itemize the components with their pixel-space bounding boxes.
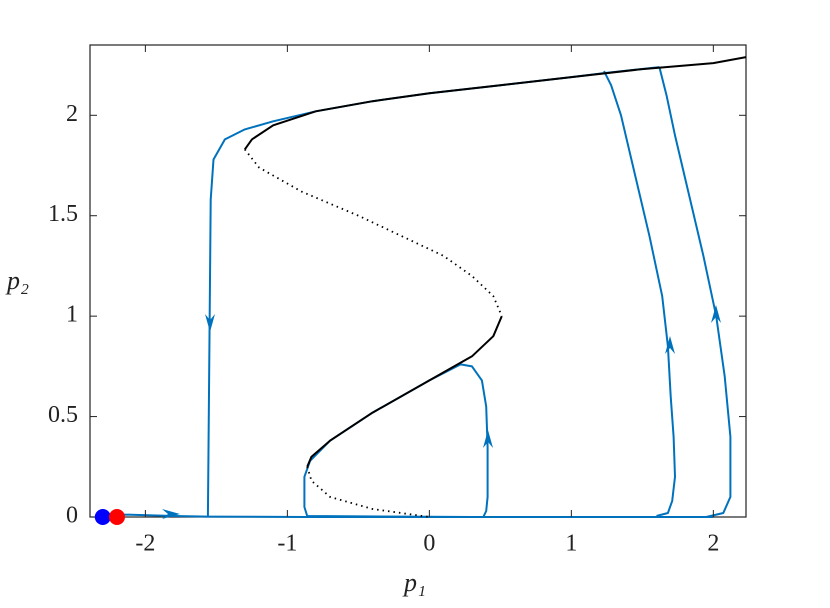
y-tick-label: 0: [66, 503, 78, 529]
unstable-branch: [306, 466, 430, 518]
y-tick-label: 0.5: [48, 402, 78, 428]
x-axis-label: p₁: [402, 568, 426, 597]
x-tick-label: -2: [135, 531, 155, 557]
trajectory: [658, 66, 732, 518]
unstable-branch: [244, 148, 503, 317]
y-tick-label: 2: [66, 101, 78, 127]
x-tick-label: 1: [565, 531, 577, 557]
y-tick-label: 1.5: [48, 201, 78, 227]
trajectory: [102, 513, 714, 518]
trajectory: [206, 66, 660, 518]
trajectory: [303, 363, 489, 518]
point-marker: [108, 509, 125, 525]
x-tick-label: 0: [423, 531, 435, 557]
trajectory: [603, 70, 676, 517]
arrowheads: [162, 305, 721, 519]
arrowhead: [711, 305, 721, 323]
trajectory: [243, 56, 747, 150]
x-tick-label: -1: [277, 531, 297, 557]
arrowhead: [665, 336, 675, 354]
point-marker: [94, 509, 111, 525]
arrowhead: [483, 430, 493, 448]
arrowhead: [205, 314, 215, 332]
x-tick-label: 2: [707, 531, 719, 557]
y-tick-label: 1: [66, 302, 78, 328]
trajectory: [306, 315, 503, 468]
arrowhead: [162, 509, 180, 519]
plot-frame: [89, 44, 747, 518]
y-axis-label: p₂: [5, 266, 29, 295]
